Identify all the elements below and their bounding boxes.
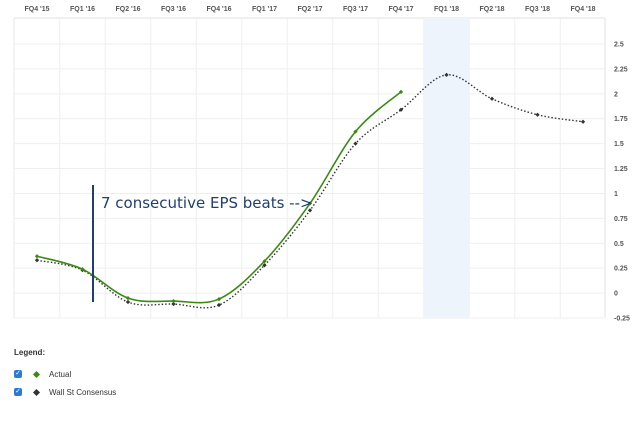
data-point-wall-st-consensus[interactable] (535, 112, 540, 117)
y-tick-label: 1.25 (614, 166, 628, 173)
data-point-actual[interactable] (307, 201, 313, 206)
eps-chart: FQ4 '15 FQ1 '16 FQ2 '16 FQ3 '16 FQ4 '16 FQ1 '… (13, 6, 630, 323)
x-tick-label: FQ1 '17 (252, 6, 277, 13)
data-point-wall-st-consensus[interactable] (580, 119, 586, 124)
x-tick-label: FQ1 '16 (70, 6, 95, 13)
checkbox-icon[interactable]: ✓ (14, 370, 22, 378)
y-tick-label: 0.25 (614, 266, 628, 273)
data-point-actual[interactable] (34, 254, 40, 259)
data-point-wall-st-consensus[interactable] (489, 96, 495, 101)
y-tick-label: 0.5 (614, 241, 624, 248)
diamond-icon (32, 370, 41, 378)
legend-item-actual[interactable]: ✓ Actual (14, 367, 116, 381)
data-point-wall-st-consensus[interactable] (34, 258, 40, 263)
y-tick-label: 0 (614, 291, 618, 298)
x-tick-label: FQ3 '16 (161, 6, 186, 13)
x-tick-label: FQ2 '17 (297, 6, 322, 13)
legend-label-actual: Actual (49, 369, 72, 379)
legend-item-consensus[interactable]: ✓ Wall St Consensus (14, 385, 116, 399)
y-axis-labels: -0.25 0 0.25 0.5 0.75 1 1.25 1.5 1.75 2 2.25 2.5 (614, 42, 630, 323)
x-tick-label: FQ4 '18 (570, 6, 595, 13)
chart-grid (13, 17, 606, 319)
x-tick-label: FQ3 '18 (525, 6, 550, 13)
x-tick-label: FQ2 '18 (479, 6, 504, 13)
data-point-wall-st-consensus[interactable] (307, 208, 313, 213)
x-tick-label: FQ2 '16 (115, 6, 140, 13)
x-axis-labels: FQ4 '15 FQ1 '16 FQ2 '16 FQ3 '16 FQ4 '16 FQ1 '… (24, 6, 595, 13)
x-tick-label: FQ4 '15 (24, 6, 49, 13)
x-tick-label: FQ4 '17 (388, 6, 413, 13)
data-point-actual[interactable] (171, 298, 176, 304)
x-tick-label: FQ4 '16 (206, 6, 231, 13)
checkbox-icon[interactable]: ✓ (14, 388, 22, 396)
data-point-wall-st-consensus[interactable] (216, 302, 222, 308)
legend-title: Legend: (14, 348, 46, 357)
data-point-wall-st-consensus[interactable] (353, 141, 358, 146)
data-point-wall-st-consensus[interactable] (125, 299, 131, 305)
y-tick-label: -0.25 (614, 316, 630, 323)
data-point-actual[interactable] (125, 295, 131, 301)
y-tick-label: 1 (614, 191, 618, 198)
data-point-wall-st-consensus[interactable] (262, 263, 267, 268)
series-line-actual (36, 91, 402, 304)
x-tick-label: FQ1 '18 (434, 6, 459, 13)
series-lines (34, 72, 586, 309)
highlight-band (423, 18, 470, 318)
y-tick-label: 1.5 (614, 141, 624, 148)
y-tick-label: 0.75 (614, 216, 628, 223)
data-point-actual[interactable] (353, 129, 358, 134)
data-point-actual[interactable] (216, 296, 222, 302)
y-tick-label: 2.25 (614, 66, 628, 73)
data-point-wall-st-consensus[interactable] (171, 301, 176, 307)
annotation-text: 7 consecutive EPS beats --> (101, 194, 313, 212)
x-tick-label: FQ3 '17 (343, 6, 368, 13)
y-tick-label: 2.5 (614, 42, 624, 49)
legend: Legend: ✓ Actual ✓ Wall St Consensus (14, 348, 116, 403)
diamond-icon (32, 388, 41, 396)
y-tick-label: 2 (614, 91, 618, 98)
y-tick-label: 1.75 (614, 116, 628, 123)
legend-label-consensus: Wall St Consensus (49, 387, 117, 397)
series-line-wall-st-consensus (36, 74, 584, 309)
data-point-actual[interactable] (262, 259, 267, 264)
